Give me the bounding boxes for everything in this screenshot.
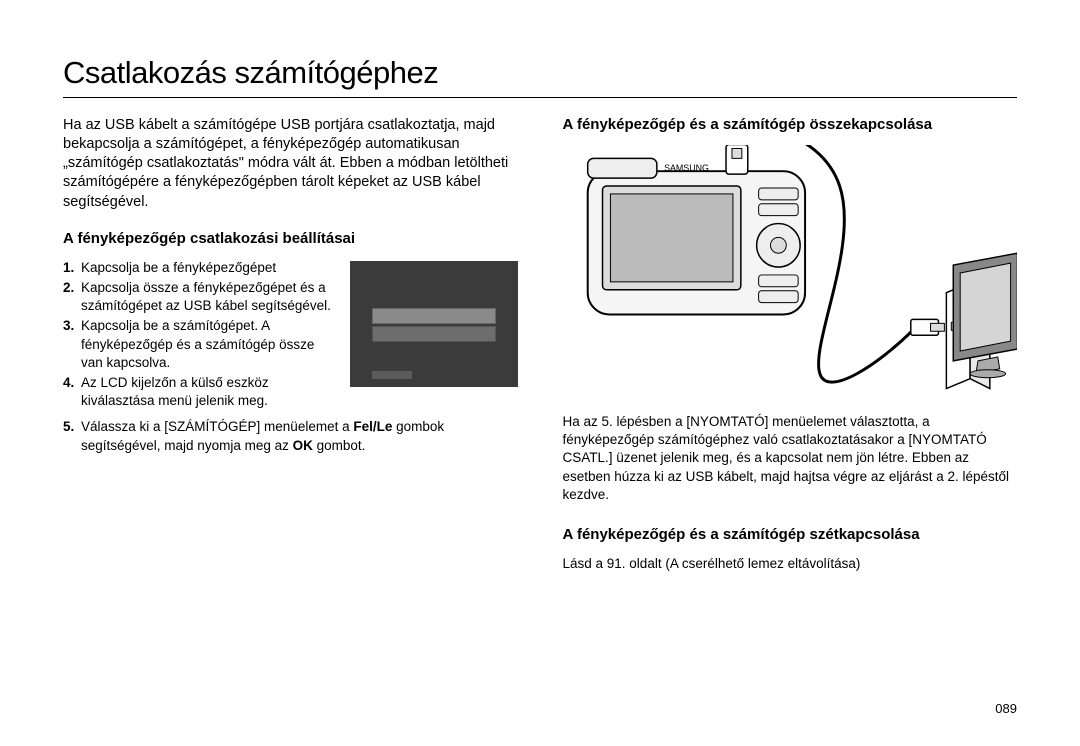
connection-diagram: SAMSUNG — [563, 145, 1018, 395]
step-number: 5. — [63, 418, 81, 454]
step-1: 1. Kapcsolja be a fényképezőgépet — [63, 259, 332, 277]
step-number: 4. — [63, 374, 81, 410]
usb-plug-computer-icon — [910, 319, 944, 335]
step-number: 1. — [63, 259, 81, 277]
intro-paragraph: Ha az USB kábelt a számítógépe USB portj… — [63, 116, 518, 212]
step-3: 3. Kapcsolja be a számítógépet. A fényké… — [63, 317, 332, 372]
instruction-list-continued: 5. Válassza ki a [SZÁMÍTÓGÉP] menüelemet… — [63, 418, 518, 454]
step-text: Kapcsolja be a fényképezőgépet — [81, 259, 332, 277]
instruction-list: 1. Kapcsolja be a fényképezőgépet 2. Kap… — [63, 259, 332, 413]
step-text: Válassza ki a [SZÁMÍTÓGÉP] menüelemet a … — [81, 418, 518, 454]
step5-bold: Fel/Le — [353, 419, 392, 434]
disconnect-heading: A fényképezőgép és a számítógép szétkapc… — [563, 526, 1018, 543]
instructions-with-lcd: 1. Kapcsolja be a fényképezőgépet 2. Kap… — [63, 259, 518, 413]
monitor-icon — [953, 253, 1017, 377]
step-number: 3. — [63, 317, 81, 372]
step-2: 2. Kapcsolja össze a fényképezőgépet és … — [63, 279, 332, 315]
step-text: Az LCD kijelzőn a külső eszköz kiválaszt… — [81, 374, 332, 410]
two-column-layout: Ha az USB kábelt a számítógépe USB portj… — [63, 116, 1017, 573]
lcd-menu-illustration — [350, 261, 518, 387]
step5-part: Válassza ki a [SZÁMÍTÓGÉP] menüelemet a — [81, 419, 353, 434]
printer-note-paragraph: Ha az 5. lépésben a [NYOMTATÓ] menüeleme… — [563, 413, 1018, 504]
step-text: Kapcsolja be a számítógépet. A fényképez… — [81, 317, 332, 372]
camera-icon: SAMSUNG — [587, 158, 804, 314]
step-text: Kapcsolja össze a fényképezőgépet és a s… — [81, 279, 332, 315]
lcd-footer-indicator — [372, 371, 412, 379]
page-title: Csatlakozás számítógéphez — [63, 55, 1017, 98]
left-column: Ha az USB kábelt a számítógépe USB portj… — [63, 116, 518, 573]
right-column: A fényképezőgép és a számítógép összekap… — [563, 116, 1018, 573]
connection-settings-heading: A fényképezőgép csatlakozási beállításai — [63, 230, 518, 247]
lcd-menu-item-highlighted — [372, 308, 496, 324]
usb-plug-camera-icon — [726, 145, 748, 174]
lcd-menu-item — [372, 326, 496, 342]
camera-brand-label: SAMSUNG — [664, 163, 709, 173]
step-number: 2. — [63, 279, 81, 315]
reference-text: Lásd a 91. oldalt (A cserélhető lemez el… — [563, 555, 1018, 573]
camera-computer-svg: SAMSUNG — [563, 145, 1018, 395]
step-4: 4. Az LCD kijelzőn a külső eszköz kivála… — [63, 374, 332, 410]
page-number: 089 — [995, 701, 1017, 716]
step-5: 5. Válassza ki a [SZÁMÍTÓGÉP] menüelemet… — [63, 418, 518, 454]
step5-bold: OK — [293, 438, 313, 453]
connect-heading: A fényképezőgép és a számítógép összekap… — [563, 116, 1018, 133]
step5-part: gombot. — [313, 438, 366, 453]
